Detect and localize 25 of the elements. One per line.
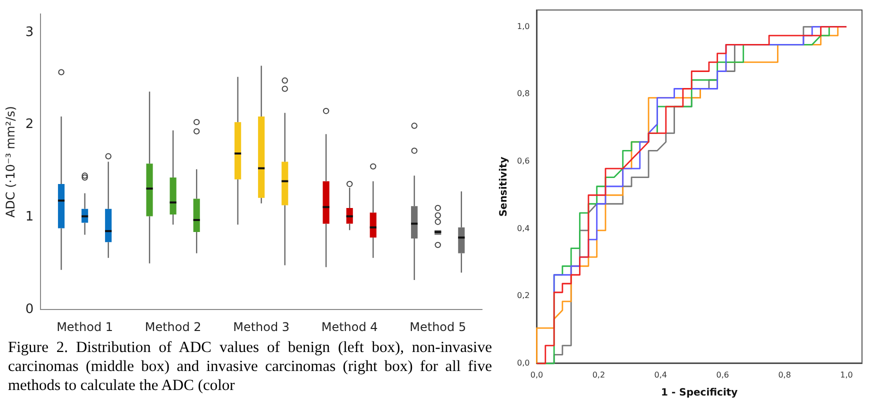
x-tick-label: Method 4 xyxy=(321,320,378,334)
y-tick-label: 0,8 xyxy=(516,89,530,98)
x-tick-label: Method 5 xyxy=(410,320,466,334)
x-axis-title: 1 - Specificity xyxy=(661,388,738,399)
x-tick-label: 0,8 xyxy=(778,370,791,380)
x-tick-label: 0,2 xyxy=(592,370,606,380)
x-tick-label: 0,0 xyxy=(530,370,544,380)
y-tick-label: 0,0 xyxy=(516,358,530,368)
x-tick-label: Method 3 xyxy=(233,320,290,334)
x-tick-label: 0,4 xyxy=(654,370,668,380)
y-tick-label: 0,2 xyxy=(516,291,530,300)
y-tick-label: 0 xyxy=(25,302,34,317)
x-tick-label: 0,6 xyxy=(716,370,729,380)
x-tick-label: Method 2 xyxy=(144,320,202,334)
y-tick-label: 1 xyxy=(25,210,34,225)
y-tick-label: 0,6 xyxy=(516,156,530,166)
x-tick-label: 1,0 xyxy=(840,370,853,380)
y-axis-title: ADC (·10⁻³ mm²/s) xyxy=(3,106,18,218)
x-tick-label: Method 1 xyxy=(56,320,114,334)
y-tick-label: 3 xyxy=(25,24,34,40)
caption: Figure 2. Distribution of ADC values of benign (left box), non-invasive carcinomas (middle box) and invasive carcinomas (right box) for all five methods to calculate the ADC (color xyxy=(8,339,492,394)
y-tick-label: 2 xyxy=(25,117,34,132)
y-tick-label: 1,0 xyxy=(516,22,530,31)
y-axis-title: Sensitivity xyxy=(498,156,510,217)
y-tick-label: 0,4 xyxy=(516,224,530,233)
